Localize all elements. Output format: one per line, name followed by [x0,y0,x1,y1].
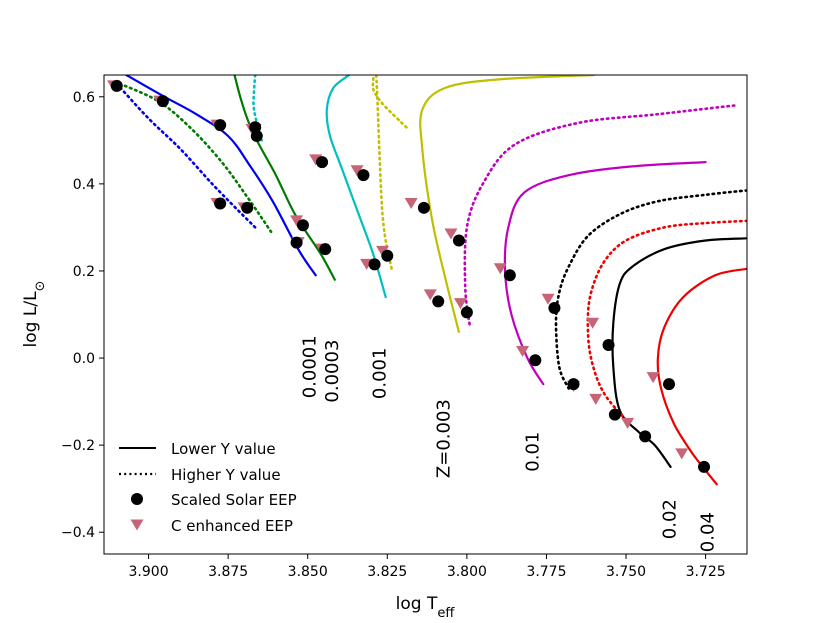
plot-frame [103,74,748,555]
series-line-1 [115,82,257,229]
series-line-4 [325,75,387,299]
scaled-solar-eep-marker [602,338,615,351]
scaled-solar-eep-marker [608,408,621,421]
y-tick-label: 0.0 [73,351,95,367]
scaled-solar-eep-marker [368,258,381,271]
metallicity-label: 0.01 [523,432,544,472]
y-tick-label: 0.4 [73,177,95,193]
scaled-solar-eep-marker [319,243,332,256]
x-tick-label: 3.750 [606,564,646,580]
series-line-6 [419,75,596,333]
marker-layer [107,79,711,473]
y-tick-label: 0.6 [73,90,95,106]
x-tick-label: 3.825 [367,564,407,580]
scaled-solar-eep-marker [296,219,309,232]
legend-circle-marker-swatch [131,493,143,505]
scaled-solar-eep-marker [503,269,516,282]
y-tick-label: −0.2 [61,438,95,454]
scaled-solar-eep-marker [381,249,394,262]
scaled-solar-eep-marker [214,197,227,210]
c-enhanced-eep-marker [675,448,689,460]
scaled-solar-eep-marker [156,95,169,108]
scaled-solar-eep-marker [639,430,652,443]
x-tick-label: 3.875 [208,564,248,580]
scaled-solar-eep-marker [663,378,676,391]
metallicity-label: 0.0003 [322,340,343,403]
c-enhanced-eep-marker [589,393,603,405]
legend-label-higher-y: Higher Y value [171,466,281,484]
c-enhanced-eep-marker [493,263,507,275]
series-line-3 [118,82,273,234]
c-enhanced-eep-marker [444,228,458,240]
series-line-7 [371,75,408,273]
series-line-13 [586,219,747,425]
series-line-11 [554,189,747,390]
c-enhanced-eep-marker [586,317,600,329]
scaled-solar-eep-marker [241,201,254,214]
scaled-solar-eep-marker [357,169,370,182]
tick-layer: 3.900 3.875 3.850 3.825 3.800 3.775 3.750 3.725… [61,90,726,580]
metallicity-label: 0.001 [370,348,391,400]
scaled-solar-eep-marker [290,236,303,249]
series-line-8 [503,161,707,386]
scaled-solar-eep-marker [548,301,561,314]
scaled-solar-eep-marker [698,460,711,473]
y-axis-title: log L/L⊙ [21,281,48,348]
c-enhanced-eep-marker [404,197,418,209]
c-enhanced-eep-marker [516,346,530,358]
scaled-solar-eep-marker [316,156,329,169]
legend-label-lower-y: Lower Y value [171,440,276,458]
c-enhanced-eep-marker [423,289,437,301]
scaled-solar-eep-marker [452,234,465,247]
x-tick-label: 3.775 [526,564,566,580]
legend-label-c-enhanced: C enhanced EEP [171,517,293,535]
scaled-solar-eep-marker [432,295,445,308]
metallicity-label: 0.04 [698,512,719,552]
legend: Lower Y value Higher Y value Scaled Sola… [119,440,297,535]
metallicity-label: 0.02 [659,499,680,539]
legend-label-scaled-solar: Scaled Solar EEP [171,491,297,509]
x-axis-title: log Teff [396,594,456,621]
scaled-solar-eep-marker [214,119,227,132]
x-tick-label: 3.725 [686,564,726,580]
x-tick-label: 3.800 [447,564,487,580]
c-enhanced-eep-marker [290,215,304,227]
annotation-layer: 0.0001 0.0003 0.001 Z=0.003 0.01 0.02 0.04 [300,335,719,552]
series-line-9 [463,104,736,329]
scaled-solar-eep-marker [460,306,473,319]
c-enhanced-eep-marker [350,165,364,177]
scaled-solar-eep-marker [110,79,123,92]
metallicity-label: 0.0001 [300,335,321,398]
c-enhanced-eep-marker [541,293,555,305]
c-enhanced-eep-marker [646,372,660,384]
c-enhanced-eep-marker [621,417,635,429]
c-enhanced-eep-marker [454,298,468,310]
scaled-solar-eep-marker [249,121,262,134]
scaled-solar-eep-marker [529,354,542,367]
scaled-solar-eep-marker [417,201,430,214]
x-tick-label: 3.850 [288,564,328,580]
y-tick-label: 0.2 [73,264,95,280]
legend-triangle-marker-swatch [130,519,144,531]
metallicity-label: Z=0.003 [433,399,454,478]
c-enhanced-eep-marker [376,245,390,257]
x-tick-label: 3.900 [129,564,169,580]
y-tick-label: −0.4 [61,525,95,541]
series-line-2 [233,75,336,281]
scaled-solar-eep-marker [567,378,580,391]
